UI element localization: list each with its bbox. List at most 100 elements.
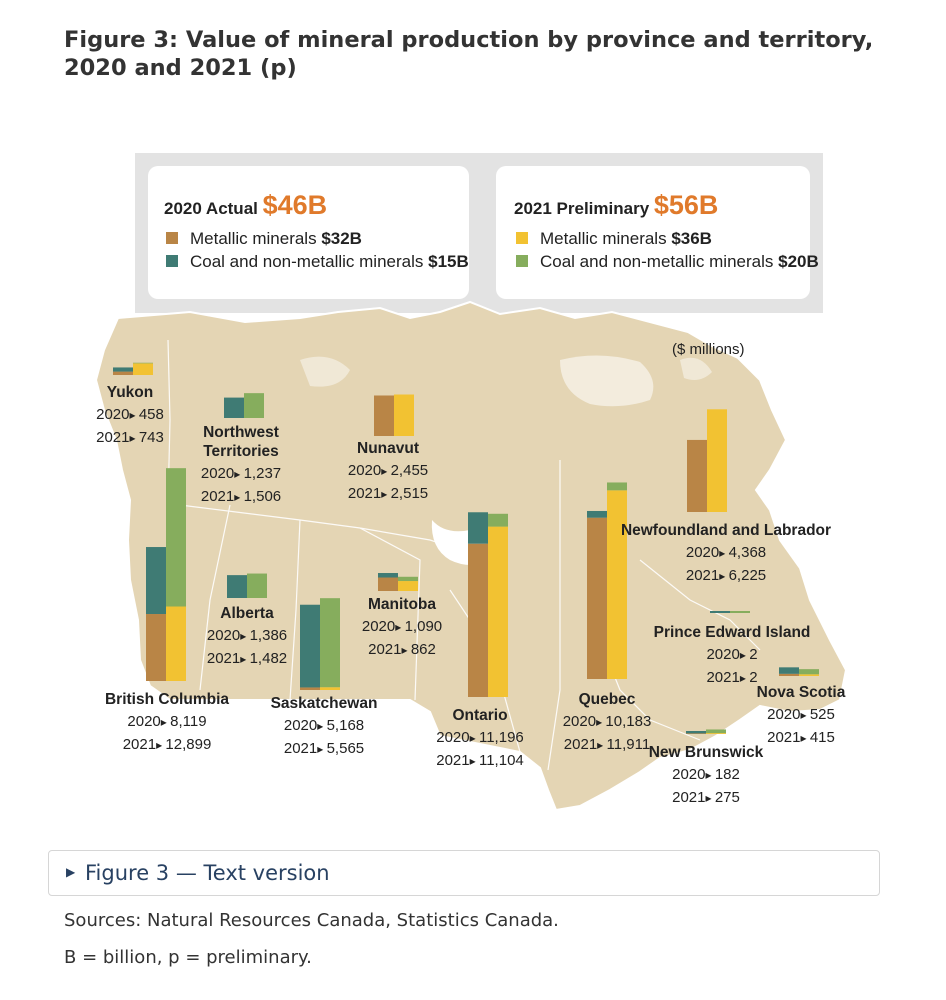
bar-saskatchewan-2020-metallic [300,687,320,690]
region-value-ontario-2021: 2021▸ 11,104 [436,752,524,769]
region-value-saskatchewan-2020: 2020▸ 5,168 [284,717,364,734]
bar-nova-scotia-2020-nonmetallic [779,667,799,674]
region-value-alberta-2020: 2020▸ 1,386 [207,627,287,644]
bar-manitoba-2021-metallic [398,581,418,591]
region-value-nunavut-2021: 2021▸ 2,515 [348,485,428,502]
region-name-nunavut: Nunavut [357,440,419,457]
region-name-new-brunswick: New Brunswick [649,744,764,761]
region-value-quebec-2021: 2021▸ 11,911 [564,736,650,753]
region-value-newfoundland-and-labrador-2020: 2020▸ 4,368 [686,544,766,561]
bar-quebec-2021-nonmetallic [607,482,627,491]
region-value-manitoba-2021: 2021▸ 862 [368,641,436,658]
region-name-northwest-territories-0: Northwest [203,424,279,441]
bar-yukon-2021-nonmetallic [133,362,153,364]
text-version-toggle[interactable]: ▶ Figure 3 — Text version [48,850,880,896]
region-value-yukon-2020: 2020▸ 458 [96,406,164,423]
region-value-nova-scotia-2021: 2021▸ 415 [767,729,835,746]
bar-ontario-2021-nonmetallic [488,513,508,527]
bar-manitoba-2021-nonmetallic [398,576,418,582]
legend-2021-item-metallic: Metallic minerals $36B [540,229,712,248]
bar-ontario-2020-metallic [468,543,488,697]
region-name-saskatchewan: Saskatchewan [271,695,378,712]
region-value-new-brunswick-2021: 2021▸ 275 [672,789,740,806]
bar-yukon-2020-metallic [113,371,133,375]
legend-2020-swatch-nonmetallic [166,255,178,267]
bar-newfoundland-and-labrador-2021-metallic [707,409,727,512]
legend-2021-swatch-metallic [516,232,528,244]
bar-alberta-2020-nonmetallic [227,575,247,598]
sources-note: Sources: Natural Resources Canada, Stati… [64,910,559,931]
bar-northwest-territories-2021-nonmetallic [244,393,264,418]
bar-quebec-2020-metallic [587,517,607,679]
region-name-nova-scotia: Nova Scotia [757,684,846,701]
region-value-ontario-2020: 2020▸ 11,196 [436,729,524,746]
legend-2020-heading: 2020 Actual $46B [164,190,327,220]
region-name-northwest-territories-1: Territories [203,443,279,460]
region-value-nova-scotia-2020: 2020▸ 525 [767,706,835,723]
region-name-british-columbia: British Columbia [105,691,229,708]
bar-british-columbia-2020-metallic [146,614,166,681]
bar-yukon-2020-nonmetallic [113,367,133,372]
legend-box-2021 [496,166,810,299]
region-name-newfoundland-and-labrador: Newfoundland and Labrador [621,522,831,539]
bar-new-brunswick-2020-metallic [686,733,706,734]
legend-2021-item-nonmetallic: Coal and non-metallic minerals $20B [540,252,819,271]
bar-manitoba-2020-metallic [378,577,398,591]
map-chart: 2020 Actual $46B Metallic minerals $32B Co… [94,153,848,812]
bar-nova-scotia-2021-metallic [799,674,819,676]
bar-ontario-2021-metallic [488,526,508,697]
region-name-quebec: Quebec [579,691,636,708]
bar-nova-scotia-2021-nonmetallic [799,669,819,675]
region-name-ontario: Ontario [452,707,507,724]
bar-nova-scotia-2020-metallic [779,673,799,676]
figure-title: Figure 3: Value of mineral production by… [64,27,874,81]
bar-saskatchewan-2021-metallic [320,687,340,690]
bar-ontario-2020-nonmetallic [468,512,488,544]
region-value-prince-edward-island-2021: 2021▸ 2 [706,669,757,686]
region-value-quebec-2020: 2020▸ 10,183 [563,713,652,730]
bar-british-columbia-2020-nonmetallic [146,547,166,615]
bar-northwest-territories-2020-nonmetallic [224,397,244,418]
legend-box-2020 [148,166,469,299]
legend-2020-item-nonmetallic: Coal and non-metallic minerals $15B [190,252,469,271]
footnote: B = billion, p = preliminary. [64,947,312,968]
bar-new-brunswick-2021-nonmetallic [706,729,726,734]
bar-quebec-2021-metallic [607,490,627,679]
text-version-label[interactable]: Figure 3 — Text version [85,861,330,885]
region-value-northwest-territories-2020: 2020▸ 1,237 [201,465,281,482]
region-value-nunavut-2020: 2020▸ 2,455 [348,462,428,479]
region-name-yukon: Yukon [107,384,154,401]
region-value-alberta-2021: 2021▸ 1,482 [207,650,287,667]
bar-prince-edward-island-2020-nonmetallic [710,611,730,613]
region-value-saskatchewan-2021: 2021▸ 5,565 [284,740,364,757]
bar-alberta-2021-nonmetallic [247,573,267,598]
bar-newfoundland-and-labrador-2020-metallic [687,439,707,512]
region-value-yukon-2021: 2021▸ 743 [96,429,164,446]
region-value-new-brunswick-2020: 2020▸ 182 [672,766,740,783]
bar-british-columbia-2021-metallic [166,606,186,681]
region-value-newfoundland-and-labrador-2021: 2021▸ 6,225 [686,567,766,584]
bar-new-brunswick-2020-nonmetallic [686,730,706,734]
region-name-alberta: Alberta [220,605,274,622]
figure-graphic: 2020 Actual $46B Metallic minerals $32B Co… [94,153,848,812]
bar-nunavut-2020-metallic [374,395,394,436]
region-value-manitoba-2020: 2020▸ 1,090 [362,618,442,635]
units-label: ($ millions) [672,341,745,358]
expand-triangle-icon: ▶ [66,865,76,879]
region-value-prince-edward-island-2020: 2020▸ 2 [706,646,757,663]
bar-new-brunswick-2021-metallic [706,733,726,734]
region-name-manitoba: Manitoba [368,596,436,613]
bar-prince-edward-island-2021-nonmetallic [730,611,750,613]
bar-saskatchewan-2020-nonmetallic [300,604,320,688]
bar-manitoba-2020-nonmetallic [378,573,398,578]
bar-saskatchewan-2021-nonmetallic [320,598,340,688]
region-value-british-columbia-2020: 2020▸ 8,119 [127,713,206,730]
region-value-northwest-territories-2021: 2021▸ 1,506 [201,488,281,505]
legend-2020-swatch-metallic [166,232,178,244]
bar-quebec-2020-nonmetallic [587,510,607,518]
region-name-prince-edward-island: Prince Edward Island [654,624,811,641]
region-value-british-columbia-2021: 2021▸ 12,899 [123,736,212,753]
legend-2021-heading: 2021 Preliminary $56B [514,190,718,220]
legend-2021-swatch-nonmetallic [516,255,528,267]
bar-british-columbia-2021-nonmetallic [166,468,186,607]
